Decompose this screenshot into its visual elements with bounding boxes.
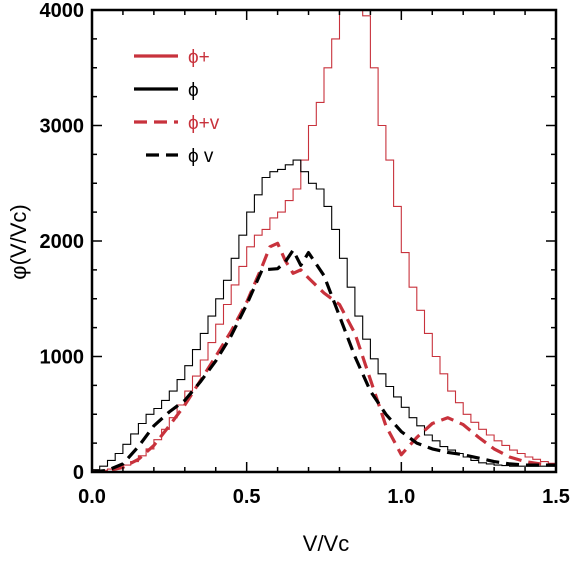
x-axis-label: V/Vc [303,531,349,556]
legend-label: ϕ+v [188,113,220,134]
series-line-2 [92,159,556,471]
x-tick-label: 1.5 [542,486,570,508]
y-tick-label: 4000 [40,0,85,22]
y-tick-label: 0 [73,462,84,484]
series-layer [92,10,556,472]
series-line-1 [92,10,556,472]
x-tick-label: 0.5 [233,486,261,508]
y-tick-label: 3000 [40,116,85,138]
legend: ϕ+ ϕ ϕ+v ϕ v [134,47,220,167]
x-tick-label: 1.0 [387,486,415,508]
axis-ticks: 0.0 0.5 1.0 1.5 0 1000 2000 3000 4000 [40,0,570,508]
legend-label: ϕ v [188,146,214,167]
y-axis-label: φ(V/Vc) [6,204,31,279]
y-tick-label: 1000 [40,347,85,369]
legend-label: ϕ+ [188,47,210,68]
legend-label: ϕ [188,80,199,101]
x-tick-label: 0.0 [78,486,106,508]
y-tick-label: 2000 [40,231,85,253]
series-line-4 [92,248,556,472]
series-line-3 [92,241,556,472]
